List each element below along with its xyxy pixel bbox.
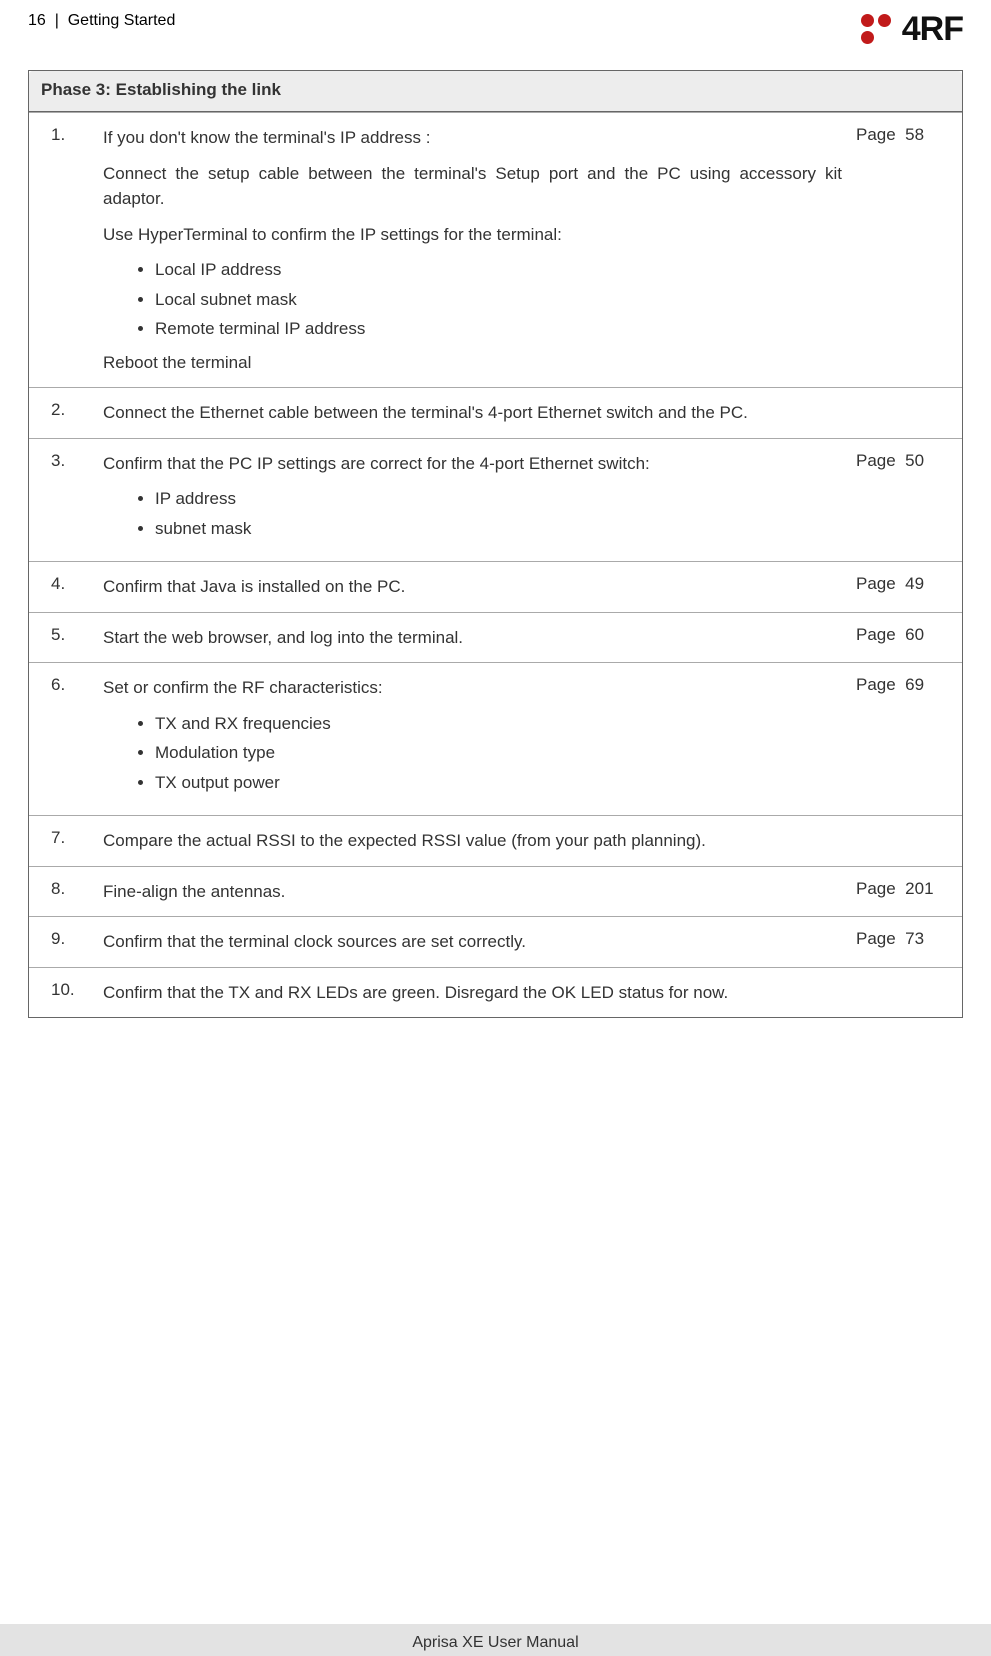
- table-row: 4. Confirm that Java is installed on the…: [29, 561, 962, 612]
- step-text: Use HyperTerminal to confirm the IP sett…: [103, 222, 842, 248]
- step-number: 10.: [29, 968, 99, 1018]
- footer-text: Aprisa XE User Manual: [412, 1634, 578, 1651]
- table-row: 7. Compare the actual RSSI to the expect…: [29, 815, 962, 866]
- table-row: 10. Confirm that the TX and RX LEDs are …: [29, 967, 962, 1018]
- step-text: Fine-align the antennas.: [103, 879, 842, 905]
- step-content: Connect the Ethernet cable between the t…: [99, 388, 852, 438]
- step-number: 4.: [29, 562, 99, 612]
- page-ref-label: Page: [856, 451, 896, 470]
- step-content: Confirm that the TX and RX LEDs are gree…: [99, 968, 852, 1018]
- step-text: Connect the setup cable between the term…: [103, 161, 842, 212]
- page-ref: Page 58: [852, 113, 962, 387]
- page-ref: Page 201: [852, 867, 962, 917]
- step-number: 1.: [29, 113, 99, 387]
- page-ref-label: Page: [856, 879, 896, 898]
- page-ref-label: Page: [856, 625, 896, 644]
- bullet-item: IP address: [155, 486, 842, 512]
- bullet-item: Modulation type: [155, 740, 842, 766]
- step-content: Confirm that the PC IP settings are corr…: [99, 439, 852, 562]
- step-content: Start the web browser, and log into the …: [99, 613, 852, 663]
- table-row: 6. Set or confirm the RF characteristics…: [29, 662, 962, 815]
- bullet-item: subnet mask: [155, 516, 842, 542]
- page-ref-num: 73: [905, 929, 924, 948]
- bullet-item: TX and RX frequencies: [155, 711, 842, 737]
- page-ref-label: Page: [856, 675, 896, 694]
- step-number: 2.: [29, 388, 99, 438]
- bullet-list: IP address subnet mask: [103, 486, 842, 541]
- step-number: 9.: [29, 917, 99, 967]
- bullet-item: Local IP address: [155, 257, 842, 283]
- page-ref-num: 49: [905, 574, 924, 593]
- step-text: Confirm that the terminal clock sources …: [103, 929, 842, 955]
- page-ref-num: 201: [905, 879, 933, 898]
- step-text: Set or confirm the RF characteristics:: [103, 675, 842, 701]
- bullet-item: TX output power: [155, 770, 842, 796]
- phase-table: Phase 3: Establishing the link 1. If you…: [28, 70, 963, 1018]
- bullet-list: Local IP address Local subnet mask Remot…: [103, 257, 842, 342]
- page-number: 16: [28, 12, 46, 29]
- page-ref-num: 69: [905, 675, 924, 694]
- page-ref-num: 60: [905, 625, 924, 644]
- step-content: If you don't know the terminal's IP addr…: [99, 113, 852, 387]
- step-text: Confirm that the TX and RX LEDs are gree…: [103, 980, 842, 1006]
- header-section: Getting Started: [68, 12, 176, 29]
- step-text: Confirm that the PC IP settings are corr…: [103, 451, 842, 477]
- page-ref: Page 69: [852, 663, 962, 815]
- step-number: 5.: [29, 613, 99, 663]
- table-row: 5. Start the web browser, and log into t…: [29, 612, 962, 663]
- bullet-list: TX and RX frequencies Modulation type TX…: [103, 711, 842, 796]
- step-content: Fine-align the antennas.: [99, 867, 852, 917]
- page-ref: Page 73: [852, 917, 962, 967]
- page-ref-num: 50: [905, 451, 924, 470]
- step-content: Confirm that Java is installed on the PC…: [99, 562, 852, 612]
- step-number: 8.: [29, 867, 99, 917]
- step-content: Confirm that the terminal clock sources …: [99, 917, 852, 967]
- step-text: Confirm that Java is installed on the PC…: [103, 574, 842, 600]
- table-row: 3. Confirm that the PC IP settings are c…: [29, 438, 962, 562]
- bullet-item: Local subnet mask: [155, 287, 842, 313]
- step-number: 7.: [29, 816, 99, 866]
- step-text: Compare the actual RSSI to the expected …: [103, 828, 842, 854]
- page: 16 | Getting Started 4RF Phase 3: Establ…: [0, 0, 991, 1610]
- step-text: If you don't know the terminal's IP addr…: [103, 125, 842, 151]
- step-number: 3.: [29, 439, 99, 562]
- logo-dots-icon: [858, 11, 896, 49]
- page-ref-label: Page: [856, 929, 896, 948]
- page-ref: Page 49: [852, 562, 962, 612]
- brand-logo: 4RF: [858, 10, 963, 49]
- step-content: Compare the actual RSSI to the expected …: [99, 816, 852, 866]
- page-ref: [852, 968, 962, 1018]
- page-ref: [852, 388, 962, 438]
- table-row: 9. Confirm that the terminal clock sourc…: [29, 916, 962, 967]
- page-footer: Aprisa XE User Manual: [0, 1624, 991, 1656]
- page-header: 16 | Getting Started 4RF: [28, 10, 963, 58]
- phase-title: Phase 3: Establishing the link: [29, 71, 962, 112]
- logo-text: 4RF: [902, 10, 963, 49]
- table-row: 1. If you don't know the terminal's IP a…: [29, 112, 962, 387]
- bullet-item: Remote terminal IP address: [155, 316, 842, 342]
- page-ref-num: 58: [905, 125, 924, 144]
- step-number: 6.: [29, 663, 99, 815]
- header-separator: |: [55, 12, 59, 29]
- table-row: 8. Fine-align the antennas. Page 201: [29, 866, 962, 917]
- step-text: Connect the Ethernet cable between the t…: [103, 400, 842, 426]
- page-ref: [852, 816, 962, 866]
- page-ref-label: Page: [856, 125, 896, 144]
- page-ref: Page 50: [852, 439, 962, 562]
- header-left: 16 | Getting Started: [28, 10, 175, 30]
- step-content: Set or confirm the RF characteristics: T…: [99, 663, 852, 815]
- page-ref-label: Page: [856, 574, 896, 593]
- page-ref: Page 60: [852, 613, 962, 663]
- table-row: 2. Connect the Ethernet cable between th…: [29, 387, 962, 438]
- step-text: Start the web browser, and log into the …: [103, 625, 842, 651]
- step-text: Reboot the terminal: [103, 350, 842, 376]
